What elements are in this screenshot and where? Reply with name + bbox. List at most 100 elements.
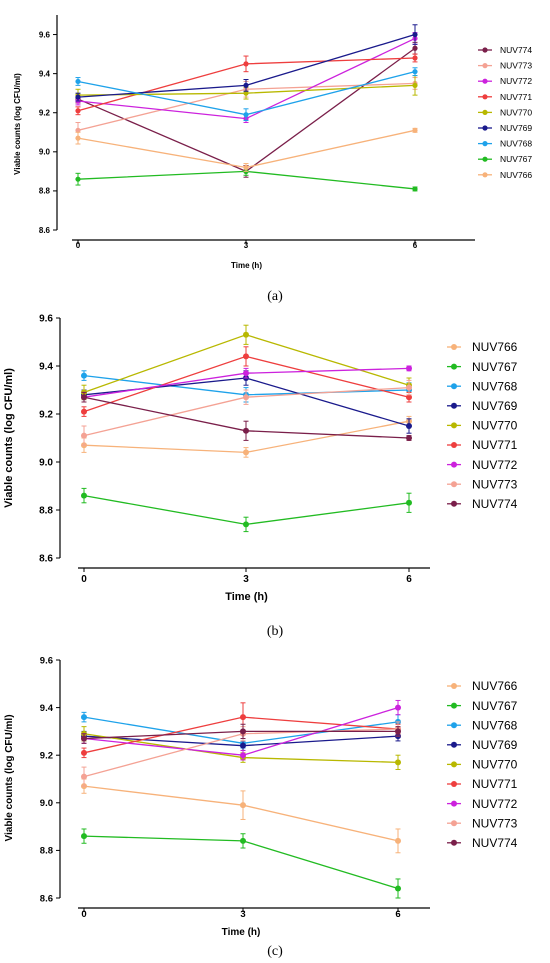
x-tick-label: 0 xyxy=(81,574,87,585)
panel-caption: (a) xyxy=(267,289,283,304)
y-tick-label: 8.6 xyxy=(39,226,51,235)
x-tick-label: 3 xyxy=(240,909,245,920)
data-point xyxy=(412,55,418,61)
legend-label: NUV771 xyxy=(472,438,518,452)
data-point xyxy=(412,186,418,192)
legend-swatch-marker xyxy=(482,156,488,162)
legend-swatch-marker xyxy=(451,481,457,488)
legend-swatch-marker xyxy=(451,761,457,768)
legend-label: NUV768 xyxy=(500,139,532,149)
data-point xyxy=(81,749,87,756)
data-point xyxy=(240,752,246,759)
series-nuv767 xyxy=(81,828,401,899)
legend-label: NUV772 xyxy=(472,797,518,811)
y-tick-label: 8.8 xyxy=(39,187,51,196)
data-point xyxy=(75,94,81,100)
y-tick-label: 9.4 xyxy=(40,703,54,714)
legend-swatch-marker xyxy=(482,63,488,69)
y-tick-label: 8.6 xyxy=(40,893,53,904)
data-point xyxy=(395,728,401,735)
y-tick-label: 9.2 xyxy=(39,109,51,118)
legend-label: NUV767 xyxy=(472,360,518,374)
data-point xyxy=(243,331,249,338)
legend-label: NUV766 xyxy=(500,170,532,180)
data-point xyxy=(243,82,249,88)
legend-swatch-marker xyxy=(451,383,457,390)
legend-label: NUV771 xyxy=(500,92,532,102)
legend-label: NUV771 xyxy=(472,777,518,791)
legend-swatch-marker xyxy=(482,47,488,53)
x-axis-title: Time (h) xyxy=(222,927,261,938)
data-point xyxy=(75,176,81,182)
y-tick-label: 9.0 xyxy=(39,148,51,157)
data-point xyxy=(406,435,412,441)
y-axis-title: Viable counts (log CFU/ml) xyxy=(3,368,15,508)
legend-swatch-marker xyxy=(451,741,457,748)
y-tick-label: 8.6 xyxy=(39,554,53,565)
data-point xyxy=(243,61,249,67)
legend-swatch-marker xyxy=(451,500,457,507)
data-point xyxy=(243,521,249,528)
data-point xyxy=(243,112,249,118)
legend-swatch-marker xyxy=(451,442,457,448)
legend-swatch-marker xyxy=(451,702,457,709)
data-point xyxy=(243,164,249,171)
legend-swatch-marker xyxy=(482,78,488,84)
chart-panel-1: 8.6 8.8 9.0 9.2 9.4 9.6 0 3 6 Time (h) Viable coun… xyxy=(13,15,532,304)
legend-swatch-marker xyxy=(451,344,457,350)
series-nuv773 xyxy=(81,379,412,446)
legend-swatch-marker xyxy=(451,461,457,468)
data-point xyxy=(412,69,418,75)
series-nuv766 xyxy=(75,127,418,172)
legend-label: NUV770 xyxy=(472,758,518,772)
legend-label: NUV772 xyxy=(472,458,518,472)
y-axis-title: Viable counts (log CFU/ml) xyxy=(4,714,15,841)
y-tick-label: 9.4 xyxy=(39,69,51,78)
y-tick-label: 9.0 xyxy=(40,798,53,809)
legend-label: NUV770 xyxy=(472,419,518,433)
data-point xyxy=(395,759,401,766)
legend-label: NUV769 xyxy=(472,399,518,413)
data-point xyxy=(81,492,87,499)
x-tick-label: 6 xyxy=(406,574,412,585)
legend-label: NUV769 xyxy=(472,738,518,752)
legend-swatch-marker xyxy=(482,125,488,131)
data-point xyxy=(75,108,81,114)
data-point xyxy=(240,742,246,749)
legend: NUV766 NUV767 NUV768 NUV769 NUV770 NUV771 NUV7… xyxy=(447,679,518,850)
legend-swatch-marker xyxy=(451,839,457,846)
data-point xyxy=(243,353,249,360)
data-point xyxy=(406,423,412,429)
panel-caption: (c) xyxy=(267,944,283,959)
data-point xyxy=(75,127,81,133)
legend-swatch-marker xyxy=(482,109,488,115)
data-point xyxy=(81,833,87,840)
legend-swatch-marker xyxy=(451,722,457,729)
y-tick-label: 9.2 xyxy=(40,751,53,762)
data-point xyxy=(243,427,249,434)
data-point xyxy=(240,714,246,721)
legend-swatch-marker xyxy=(451,800,457,807)
legend-swatch-marker xyxy=(451,781,457,787)
y-tick-label: 9.4 xyxy=(39,362,53,373)
data-point xyxy=(406,499,412,506)
data-point xyxy=(243,90,249,96)
data-point xyxy=(81,735,87,742)
x-tick-label: 0 xyxy=(76,241,81,250)
x-tick-label: 3 xyxy=(244,241,249,250)
legend-label: NUV770 xyxy=(500,107,532,117)
data-point xyxy=(412,31,418,38)
data-point xyxy=(81,773,87,780)
legend: NUV774 NUV773 NUV772 NUV771 NUV770 NUV769 NUV7… xyxy=(478,45,532,180)
chart-panel-3: 8.6 8.8 9.0 9.2 9.4 9.6 0 3 6 Time (h) Viable coun… xyxy=(4,655,518,959)
legend-label: NUV767 xyxy=(472,699,518,713)
series-nuv774 xyxy=(81,391,412,441)
data-point xyxy=(412,45,418,51)
y-tick-label: 9.2 xyxy=(39,410,53,421)
data-point xyxy=(406,384,412,391)
data-point xyxy=(75,135,81,141)
panel-caption: (b) xyxy=(267,624,284,639)
legend-swatch-marker xyxy=(451,820,457,827)
data-point xyxy=(395,885,401,892)
